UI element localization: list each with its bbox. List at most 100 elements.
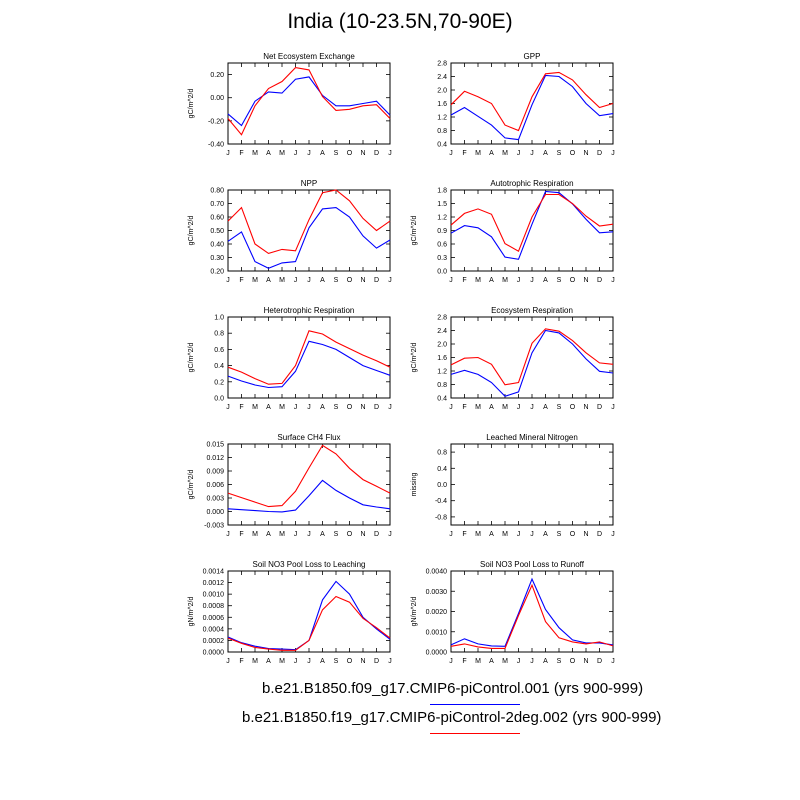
y-tick-label: 1.2 [437,369,447,376]
series-line-0 [227,479,391,513]
x-tick-label: S [334,531,339,538]
x-tick-label: N [360,658,365,665]
x-tick-label: M [252,531,258,538]
x-tick-label: F [462,277,466,284]
y-tick-label: 0.0006 [203,615,225,622]
x-tick-label: N [360,150,365,157]
x-tick-label: M [502,404,508,411]
x-tick-label: A [543,150,548,157]
x-tick-label: N [583,150,588,157]
x-tick-label: O [570,531,576,538]
y-tick-label: 1.0 [214,315,224,322]
x-tick-label: J [226,658,230,665]
y-tick-label: 2.8 [437,315,447,322]
plot-frame [227,316,391,399]
series-line-1 [227,595,391,651]
x-tick-label: M [252,658,258,665]
y-tick-label: 0.40 [210,242,224,249]
x-tick-label: J [307,658,311,665]
x-tick-label: F [239,150,243,157]
x-tick-label: S [334,277,339,284]
y-tick-label: 0.20 [210,269,224,276]
x-tick-label: O [347,277,353,284]
x-tick-label: J [294,658,298,665]
y-tick-label: 0.012 [206,455,224,462]
x-tick-label: N [583,277,588,284]
x-tick-label: M [475,404,481,411]
y-tick-label: 1.2 [437,115,447,122]
y-tick-label: 1.6 [437,355,447,362]
y-tick-label: 0.003 [206,496,224,503]
y-tick-label: 0.0002 [203,638,225,645]
x-tick-label: J [294,150,298,157]
page-title: India (10-23.5N,70-90E) [287,10,513,33]
y-tick-label: -0.4 [435,498,447,505]
x-tick-label: D [597,277,602,284]
x-tick-label: S [557,277,562,284]
x-tick-label: J [226,531,230,538]
y-tick-label: 0.0 [437,482,447,489]
y-tick-label: 0.3 [437,255,447,262]
panel-9: Soil NO3 Pool Loss to Runoff J F M A M J J A S O N D… [411,560,615,665]
x-tick-label: J [388,277,392,284]
y-axis-label: gC/m^2/d [188,216,195,246]
panel-title: NPP [301,179,317,188]
x-tick-label: J [449,150,453,157]
x-tick-label: S [334,404,339,411]
y-tick-label: 0.2 [214,379,224,386]
x-tick-label: D [374,277,379,284]
x-tick-label: S [334,150,339,157]
y-tick-label: 0.015 [206,442,224,449]
x-tick-label: A [320,531,325,538]
y-axis-label: gN/m^2/d [411,597,418,627]
x-tick-label: J [449,277,453,284]
x-tick-label: F [462,658,466,665]
y-axis-label: gC/m^2/d [188,89,195,119]
x-tick-label: F [239,277,243,284]
x-tick-label: M [475,531,481,538]
y-tick-label: 1.2 [437,215,447,222]
x-tick-label: N [583,658,588,665]
y-tick-label: 2.0 [437,342,447,349]
x-tick-label: O [347,404,353,411]
y-tick-label: 0.9 [437,228,447,235]
x-tick-label: O [570,277,576,284]
series-line-1 [450,328,614,386]
x-tick-label: O [570,404,576,411]
x-tick-label: J [388,531,392,538]
panel-title: Soil NO3 Pool Loss to Leaching [253,560,366,569]
panel-title: Surface CH4 Flux [277,433,340,442]
y-axis-label: gN/m^2/d [188,597,195,627]
plot-frame [450,189,614,272]
legend-label-1: b.e21.B1850.f19_g17.CMIP6-piControl-2deg… [242,709,662,726]
y-tick-label: 0.4 [437,142,447,149]
y-tick-label: -0.8 [435,514,447,521]
x-tick-label: A [266,404,271,411]
y-tick-label: 2.4 [437,328,447,335]
y-tick-label: 0.4 [437,466,447,473]
panel-title: GPP [524,52,541,61]
x-tick-label: M [475,150,481,157]
y-tick-label: 0.8 [437,450,447,457]
plot-frame [227,189,391,272]
y-tick-label: 2.4 [437,74,447,81]
x-tick-label: A [266,277,271,284]
x-tick-label: J [530,150,534,157]
legend-line-1 [430,733,520,734]
y-tick-label: 0.4 [437,396,447,403]
x-tick-label: N [583,531,588,538]
panel-8: Soil NO3 Pool Loss to Leaching J F M A M J J A S O… [188,560,392,665]
x-tick-label: M [279,658,285,665]
x-tick-label: J [517,658,521,665]
y-tick-label: 0.20 [210,72,224,79]
x-tick-label: J [449,404,453,411]
x-tick-label: A [266,150,271,157]
x-tick-label: A [320,150,325,157]
y-axis-label: gC/m^2/d [188,343,195,373]
x-tick-label: S [557,404,562,411]
